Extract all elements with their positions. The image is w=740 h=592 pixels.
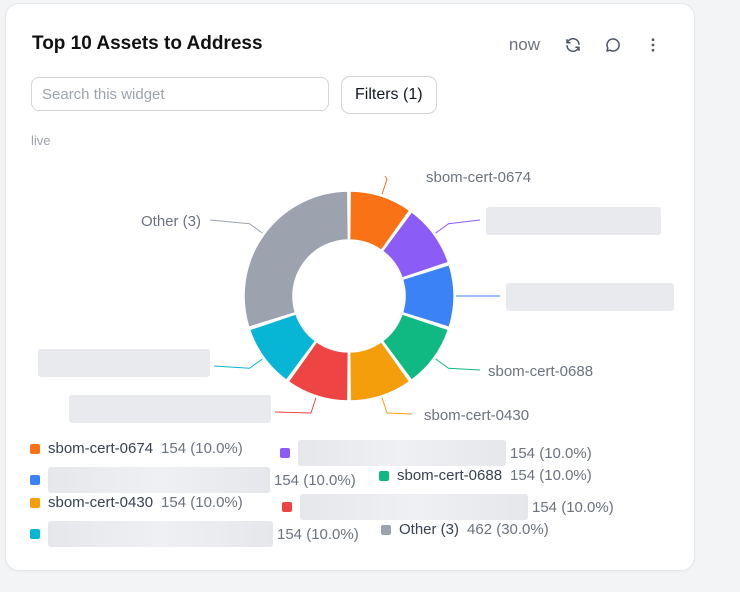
- legend-value: 154 (10.0%): [510, 467, 592, 484]
- legend-item-4[interactable]: sbom-cert-0430 154 (10.0%): [30, 494, 243, 511]
- donut-slice-2[interactable]: [401, 263, 455, 329]
- legend-item-3[interactable]: sbom-cert-0688 154 (10.0%): [379, 467, 592, 484]
- legend-value: 154 (10.0%): [277, 525, 359, 543]
- leader-line-3: [435, 358, 481, 371]
- legend-swatch: [30, 443, 40, 454]
- donut-slice-5[interactable]: [287, 340, 350, 402]
- redacted-label-6: [38, 349, 210, 377]
- search-input[interactable]: [31, 77, 329, 111]
- header-actions: now: [509, 32, 666, 58]
- widget-title: Top 10 Assets to Address: [32, 33, 263, 54]
- legend-item-5[interactable]: 154 (10.0%): [282, 494, 614, 520]
- donut-slice-0[interactable]: [348, 190, 411, 252]
- legend-swatch: [30, 497, 40, 508]
- more-vertical-icon[interactable]: [640, 32, 666, 58]
- redacted-label-2: [506, 283, 674, 311]
- legend-value: 154 (10.0%): [161, 440, 243, 457]
- redacted-legend-label: [298, 440, 506, 466]
- redacted-label-5: [69, 395, 271, 423]
- slice-label-3: sbom-cert-0688: [488, 363, 593, 380]
- legend-item-6[interactable]: 154 (10.0%): [30, 521, 359, 547]
- legend-swatch: [379, 470, 389, 481]
- refresh-icon[interactable]: [560, 32, 586, 58]
- filters-button[interactable]: Filters (1): [341, 76, 437, 114]
- leader-line-4: [381, 397, 413, 415]
- legend-value: 154 (10.0%): [274, 471, 356, 489]
- legend-swatch: [280, 448, 290, 458]
- slice-label-7: Other (3): [141, 213, 201, 230]
- legend-label: sbom-cert-0674: [48, 440, 154, 457]
- donut-chart: sbom-cert-0674 sbom-cert-0688 sbom-cert-04…: [38, 169, 674, 424]
- status-label: live: [31, 133, 51, 148]
- donut-slice-3[interactable]: [381, 312, 450, 382]
- leader-line-5: [274, 397, 317, 414]
- legend-item-2[interactable]: 154 (10.0%): [30, 467, 356, 493]
- slice-label-4: sbom-cert-0430: [424, 407, 529, 424]
- legend-label: sbom-cert-0688: [397, 467, 503, 484]
- legend-value: 462 (30.0%): [467, 521, 549, 538]
- legend-value: 154 (10.0%): [532, 498, 614, 516]
- redacted-legend-label: [300, 494, 528, 520]
- legend-swatch: [30, 475, 40, 485]
- donut-slice-4[interactable]: [348, 340, 411, 402]
- legend-label: Other (3): [399, 521, 460, 538]
- legend-item-0[interactable]: sbom-cert-0674 154 (10.0%): [30, 440, 243, 457]
- timestamp-label: now: [508, 35, 540, 54]
- legend-swatch: [381, 524, 391, 535]
- donut-slice-7[interactable]: [243, 190, 350, 329]
- leader-line-0: [381, 175, 388, 195]
- redacted-legend-label: [48, 467, 270, 493]
- slice-label-0: sbom-cert-0674: [426, 169, 531, 186]
- leader-line-6: [213, 358, 263, 369]
- legend-value: 154 (10.0%): [161, 494, 243, 511]
- comment-icon[interactable]: [600, 32, 626, 58]
- donut-slice-1[interactable]: [381, 210, 450, 280]
- legend-item-1[interactable]: 154 (10.0%): [280, 440, 592, 466]
- redacted-legend-label: [48, 521, 273, 547]
- legend-swatch: [282, 502, 292, 512]
- leader-line-1: [435, 219, 481, 234]
- leader-line-7: [209, 219, 263, 234]
- legend-swatch: [30, 529, 40, 539]
- legend-item-7[interactable]: Other (3) 462 (30.0%): [381, 521, 549, 538]
- donut-slice-6[interactable]: [248, 312, 317, 382]
- legend-value: 154 (10.0%): [510, 444, 592, 462]
- redacted-label-1: [486, 207, 661, 235]
- legend-label: sbom-cert-0430: [48, 494, 154, 511]
